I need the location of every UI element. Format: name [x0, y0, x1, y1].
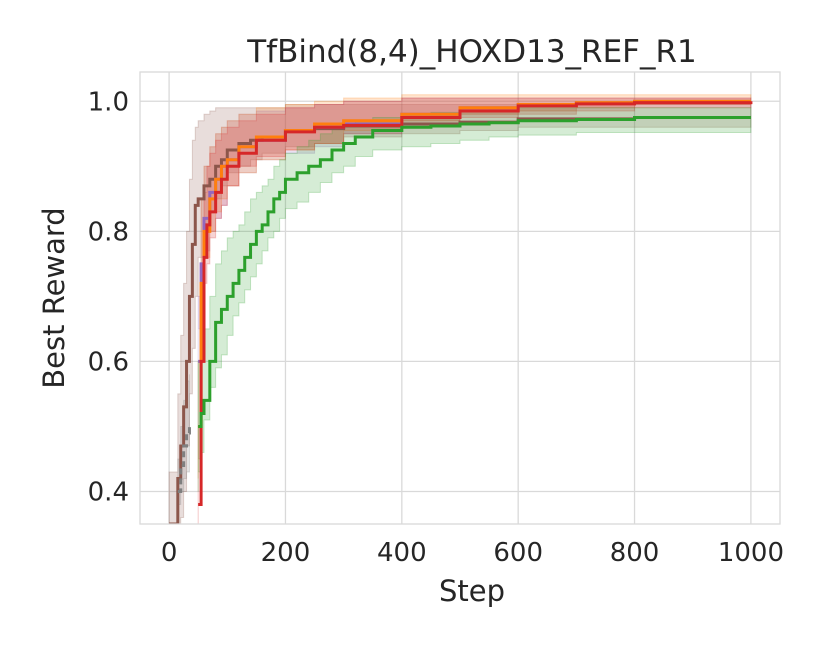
series-line-0: [169, 116, 751, 524]
x-tick-label: 0: [161, 538, 178, 568]
series-line-4: [198, 101, 753, 506]
x-axis-label: Step: [439, 574, 505, 608]
plot-frame: [139, 71, 781, 525]
x-tick-label: 600: [493, 538, 543, 568]
x-tick-label: 800: [610, 538, 660, 568]
x-tick-label: 1000: [718, 538, 784, 568]
series-line-5: [198, 116, 751, 428]
y-tick-label: 1.0: [88, 87, 129, 117]
series-line-1: [177, 426, 191, 493]
chart-title: TfBind(8,4)_HOXD13_REF_R1: [246, 34, 697, 70]
tick-labels: 0 200 400 600 800 1000 0.4 0.6 0.8 1.0: [88, 87, 784, 568]
x-tick-label: 200: [261, 538, 311, 568]
y-tick-label: 0.6: [88, 347, 129, 377]
series-band-3: [197, 94, 752, 479]
y-tick-label: 0.4: [88, 477, 129, 507]
y-axis-label: Best Reward: [37, 207, 71, 388]
series-band-5: [197, 107, 752, 492]
series-band-2: [197, 97, 752, 427]
x-tick-label: 400: [377, 538, 427, 568]
confidence-bands: [168, 94, 752, 524]
series-lines: [169, 99, 753, 524]
series-band-0: [168, 104, 752, 524]
y-tick-label: 0.8: [88, 217, 129, 247]
